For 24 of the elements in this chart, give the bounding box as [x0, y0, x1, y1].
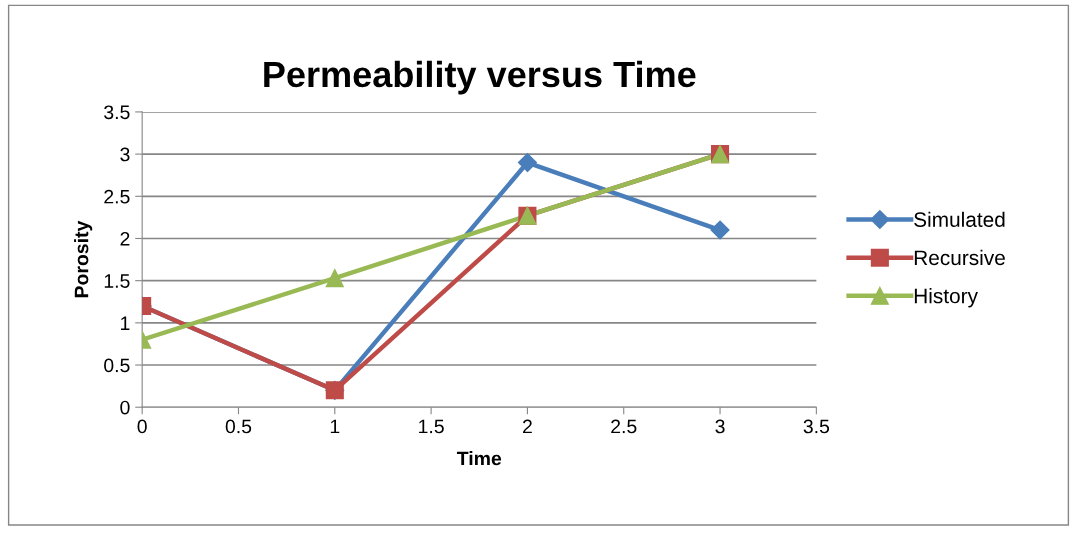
x-tick-label: 1.5 [419, 419, 444, 434]
y-tick-label: 3 [120, 147, 130, 162]
y-tick-label: 3.5 [104, 105, 130, 120]
y-axis-title: Porosity [74, 220, 93, 298]
legend-label: History [914, 288, 978, 308]
legend-label: Simulated [914, 211, 1005, 227]
x-axis-title: Time [456, 451, 502, 466]
y-tick-label: 0 [120, 400, 130, 415]
x-tick-label: 2 [522, 419, 532, 434]
y-tick-label: 1 [121, 316, 130, 330]
y-tick-label: 2 [120, 231, 130, 246]
legend-label: Recursive [914, 249, 1005, 266]
y-tick-label: 0.5 [104, 358, 130, 373]
x-tick-label: 2.5 [611, 419, 637, 434]
x-tick-label: 1 [330, 419, 340, 434]
x-tick-label: 3.5 [803, 419, 830, 434]
y-tick-label: 1.5 [104, 274, 130, 288]
x-tick-label: 0.5 [225, 419, 252, 434]
point [710, 220, 730, 240]
x-tick-label: 3 [715, 419, 725, 434]
x-tick-label: 0 [137, 419, 147, 434]
chart-title: Permeability versus Time [264, 60, 696, 95]
y-tick-label: 2.5 [104, 189, 130, 204]
point [517, 153, 537, 173]
